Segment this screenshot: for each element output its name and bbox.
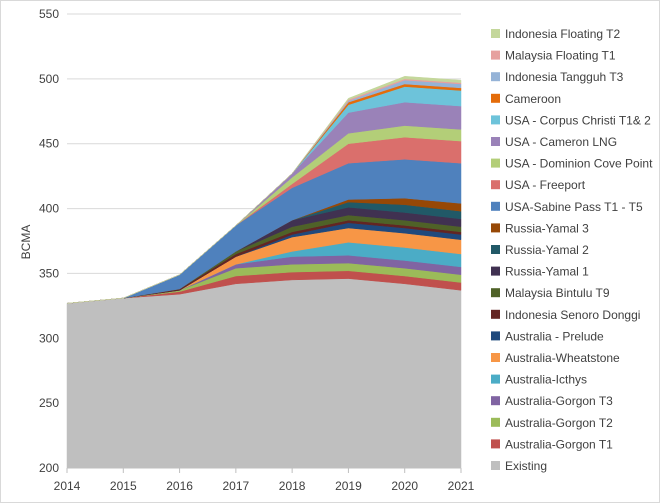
- legend-label: Existing: [505, 459, 547, 473]
- legend-label: Malaysia Bintulu T9: [505, 286, 610, 300]
- legend-label: Cameroon: [505, 92, 561, 106]
- area-existing: [66, 278, 462, 469]
- legend-swatch: [491, 266, 500, 276]
- y-axis-label: BCMA: [19, 225, 33, 260]
- legend-label: USA - Corpus Christi T1& 2: [505, 113, 651, 127]
- legend: Indonesia Floating T2 Malaysia Floating T…: [491, 27, 653, 473]
- x-tick-label: 2015: [110, 479, 137, 493]
- legend-swatch: [491, 288, 500, 298]
- y-tick-label: 200: [39, 461, 59, 475]
- legend-label: Australia-Gorgon T1: [505, 437, 613, 451]
- legend-swatch: [491, 115, 500, 125]
- legend-label: Malaysia Floating T1: [505, 49, 616, 63]
- y-tick-label: 400: [39, 202, 59, 216]
- area-indonesia-floating-t2: [66, 76, 462, 304]
- x-tick-label: 2016: [166, 479, 193, 493]
- legend-swatch: [491, 201, 500, 211]
- x-tick-label: 2018: [279, 479, 306, 493]
- legend-swatch: [491, 72, 500, 82]
- legend-label: USA - Cameron LNG: [505, 135, 617, 149]
- x-tick-label: 2014: [54, 479, 81, 493]
- legend-swatch: [491, 137, 500, 146]
- y-tick-label: 500: [39, 72, 59, 86]
- legend-label: Australia-Wheatstone: [505, 351, 620, 365]
- y-tick-label: 450: [39, 137, 59, 151]
- legend-swatch: [491, 93, 500, 103]
- legend-swatch: [491, 461, 500, 470]
- legend-label: Russia-Yamal 3: [505, 221, 589, 235]
- x-tick-label: 2017: [223, 479, 250, 493]
- legend-swatch: [491, 245, 500, 254]
- legend-label: Russia-Yamal 1: [505, 265, 589, 279]
- y-tick-label: 300: [39, 331, 59, 345]
- legend-label: USA - Freeport: [505, 178, 586, 192]
- legend-swatch: [491, 158, 500, 168]
- legend-label: Indonesia Senoro Donggi: [505, 308, 640, 322]
- legend-label: Russia-Yamal 2: [505, 243, 589, 257]
- legend-label: Indonesia Floating T2: [505, 27, 621, 41]
- legend-label: Australia-Gorgon T2: [505, 416, 613, 430]
- legend-label: USA - Dominion Cove Point: [505, 157, 653, 171]
- legend-swatch: [491, 353, 500, 362]
- legend-label: Australia - Prelude: [505, 329, 604, 343]
- legend-label: Indonesia Tangguh T3: [505, 70, 624, 84]
- y-tick-label: 550: [39, 7, 59, 21]
- axes: 200 250 300 350 400 450 500 550 2014 2015 2016 2017…: [39, 7, 475, 493]
- legend-swatch: [491, 309, 500, 319]
- legend-swatch: [491, 417, 500, 427]
- y-tick-label: 350: [39, 266, 59, 280]
- legend-label: USA-Sabine Pass T1 - T5: [505, 200, 643, 214]
- legend-swatch: [491, 331, 500, 341]
- legend-label: Australia-Icthys: [505, 373, 587, 387]
- area-series: [66, 76, 462, 469]
- legend-swatch: [491, 374, 500, 384]
- legend-swatch: [491, 223, 500, 233]
- legend-swatch: [491, 180, 500, 190]
- legend-swatch: [491, 439, 500, 449]
- x-tick-label: 2021: [448, 479, 475, 493]
- legend-swatch: [491, 396, 500, 406]
- x-tick-label: 2019: [335, 479, 362, 493]
- legend-swatch: [491, 50, 500, 60]
- legend-label: Australia-Gorgon T3: [505, 394, 613, 408]
- legend-swatch: [491, 29, 500, 38]
- y-tick-label: 250: [39, 396, 59, 410]
- x-tick-label: 2020: [391, 479, 418, 493]
